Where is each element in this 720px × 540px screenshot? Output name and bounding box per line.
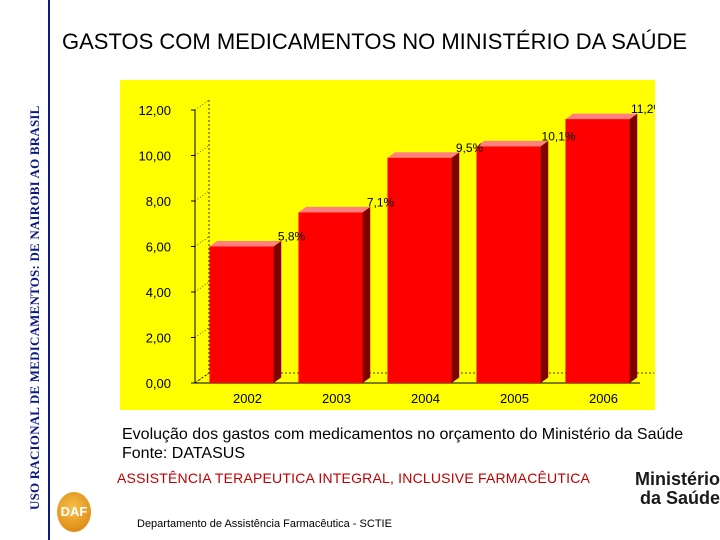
data-label: 9,5% xyxy=(456,141,484,155)
side-divider xyxy=(48,0,50,540)
bar-top xyxy=(298,206,371,213)
y-tick-label: 2,00 xyxy=(146,331,171,346)
data-label: 11,2% xyxy=(631,102,655,116)
x-tick-labels: 2002 2003 2004 2005 2006 xyxy=(233,391,618,406)
bar-side xyxy=(540,140,549,383)
bar-2005 xyxy=(476,146,541,383)
floor-depth-line xyxy=(194,372,210,384)
x-tick-label: 2005 xyxy=(500,391,529,406)
bar-side xyxy=(273,241,282,383)
bar-2002 xyxy=(209,246,274,383)
section-subtitle: ASSISTÊNCIA TERAPEUTICA INTEGRAL, INCLUS… xyxy=(117,470,591,486)
bar-2003 xyxy=(298,212,363,383)
x-tick-label: 2004 xyxy=(411,391,440,406)
y-tick-label: 6,00 xyxy=(146,240,171,255)
data-labels: 5,8% 7,1% 9,5% 10,1% 11,2% xyxy=(278,102,655,243)
data-label: 7,1% xyxy=(367,195,395,209)
y-tick-label: 8,00 xyxy=(146,194,171,209)
bar-top xyxy=(476,140,549,147)
bar-side xyxy=(629,113,638,383)
bar-side xyxy=(451,152,460,383)
chart-bars xyxy=(209,113,638,383)
bar-top xyxy=(387,152,460,158)
x-tick-label: 2003 xyxy=(322,391,351,406)
ministerio-logo-line2: da Saúde xyxy=(639,488,720,508)
x-tick-label: 2006 xyxy=(589,391,618,406)
y-tick-label: 0,00 xyxy=(146,376,171,391)
chart-caption: Evolução dos gastos com medicamentos no … xyxy=(122,425,720,463)
y-tick-label: 12,00 xyxy=(138,103,171,118)
bar-top xyxy=(209,241,282,247)
bar-top xyxy=(565,113,638,120)
y-tick-labels: 0,00 2,00 4,00 6,00 8,00 10,00 12,00 xyxy=(138,103,171,391)
bar-side xyxy=(362,206,371,383)
bar-2004 xyxy=(387,157,452,383)
caption-source: Fonte: DATASUS xyxy=(122,445,245,462)
chart-canvas: 0,00 2,00 4,00 6,00 8,00 10,00 12,00 5,8% 7,1% 9… xyxy=(120,80,655,410)
side-title: USO RACIONAL DE MEDICAMENTOS: DE NAIROBI… xyxy=(27,105,42,510)
y-tick-label: 10,00 xyxy=(138,149,171,164)
bar-2006 xyxy=(565,119,630,383)
data-label: 10,1% xyxy=(542,129,576,143)
y-tick-label: 4,00 xyxy=(146,285,171,300)
data-label: 5,8% xyxy=(278,230,306,244)
x-tick-label: 2002 xyxy=(233,391,262,406)
footer-text: Departamento de Assistência Farmacêutica… xyxy=(137,518,392,530)
bar-chart: 0,00 2,00 4,00 6,00 8,00 10,00 12,00 5,8% 7,1% 9… xyxy=(120,80,655,410)
daf-logo: DAF xyxy=(57,492,91,532)
caption-description: Evolução dos gastos com medicamentos no … xyxy=(122,426,684,443)
ministerio-logo: Ministério da Saúde xyxy=(628,470,720,508)
page-title: GASTOS COM MEDICAMENTOS NO MINISTÉRIO DA… xyxy=(62,29,688,54)
ministerio-logo-line1: Ministério xyxy=(634,469,720,489)
